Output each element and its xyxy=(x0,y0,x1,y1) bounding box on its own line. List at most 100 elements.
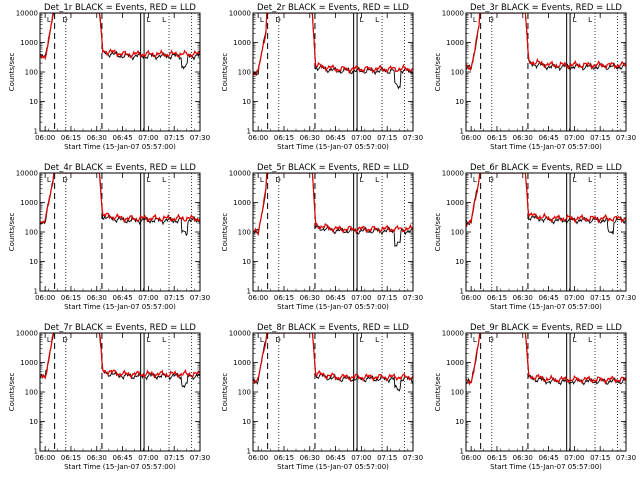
x-tick-label: 06:15 xyxy=(274,294,294,302)
panel-3: Det_3r BLACK = Events, RED = LLD L D L L 1 10 1… xyxy=(434,3,636,151)
x-tick-label: 06:45 xyxy=(538,454,558,462)
bracket-label: L xyxy=(147,176,151,184)
y-tick-label: 100 xyxy=(451,229,464,237)
x-axis-label: Start Time (15-Jan-07 05:57:00) xyxy=(64,303,176,311)
x-tick-label: 06:30 xyxy=(513,294,533,302)
y-tick-label: 1 xyxy=(34,128,38,136)
y-axis-label: Counts/sec xyxy=(434,373,442,412)
x-tick-label: 06:30 xyxy=(87,134,107,142)
x-tick-label: 06:45 xyxy=(325,294,345,302)
x-tick-label: 06:00 xyxy=(461,294,481,302)
bracket-label: L xyxy=(375,16,379,24)
x-tick-label: 07:15 xyxy=(590,134,610,142)
series-lld xyxy=(466,173,626,228)
bracket-label: L xyxy=(588,176,592,184)
x-tick-label: 07:00 xyxy=(564,134,584,142)
panel-title: Det_7r BLACK = Events, RED = LLD xyxy=(44,323,196,333)
bracket-label: L xyxy=(573,176,577,184)
y-tick-label: 1 xyxy=(247,128,251,136)
series-events xyxy=(466,13,626,72)
y-tick-label: 1 xyxy=(247,448,251,456)
x-tick-label: 07:30 xyxy=(190,454,210,462)
y-tick-label: 10000 xyxy=(16,10,38,18)
x-tick-label: 06:45 xyxy=(538,294,558,302)
bracket-label: L xyxy=(360,176,364,184)
y-tick-label: 10000 xyxy=(442,10,464,18)
bracket-label: L xyxy=(375,176,379,184)
y-tick-label: 1 xyxy=(247,288,251,296)
y-tick-label: 10000 xyxy=(16,170,38,178)
x-tick-label: 06:00 xyxy=(248,294,268,302)
bracket-label: L xyxy=(47,336,51,344)
x-tick-label: 07:00 xyxy=(351,134,371,142)
bracket-label: D xyxy=(275,336,280,344)
y-tick-label: 1000 xyxy=(20,359,38,367)
panel-title: Det_1r BLACK = Events, RED = LLD xyxy=(44,3,196,13)
x-tick-label: 07:15 xyxy=(377,294,397,302)
y-tick-label: 10 xyxy=(29,98,38,106)
bracket-label: L xyxy=(162,336,166,344)
x-tick-label: 06:15 xyxy=(274,134,294,142)
y-tick-label: 10000 xyxy=(16,330,38,338)
x-tick-label: 06:30 xyxy=(300,294,320,302)
panel-title: Det_4r BLACK = Events, RED = LLD xyxy=(44,163,196,173)
panel-4: Det_4r BLACK = Events, RED = LLD L D L L 1 10 1… xyxy=(8,163,210,311)
x-tick-label: 06:00 xyxy=(35,134,55,142)
y-tick-label: 1 xyxy=(460,128,464,136)
y-axis-label: Counts/sec xyxy=(8,373,16,412)
y-tick-label: 1 xyxy=(34,288,38,296)
panel-6: Det_6r BLACK = Events, RED = LLD L D L L 1 10 1… xyxy=(434,163,636,311)
x-tick-label: 07:15 xyxy=(164,454,184,462)
y-tick-label: 10 xyxy=(242,98,251,106)
y-axis-label: Counts/sec xyxy=(8,213,16,252)
plot-frame xyxy=(465,12,627,132)
bracket-label: D xyxy=(62,176,67,184)
bracket-label: L xyxy=(47,176,51,184)
panel-8: Det_8r BLACK = Events, RED = LLD L D L L 1 10 1… xyxy=(221,323,423,471)
series-events xyxy=(253,13,413,90)
x-tick-label: 06:00 xyxy=(461,134,481,142)
plot-frame xyxy=(39,332,201,452)
bracket-label: L xyxy=(260,176,264,184)
x-tick-label: 06:45 xyxy=(112,454,132,462)
panel-5: Det_5r BLACK = Events, RED = LLD L D L L 1 10 1… xyxy=(221,163,423,311)
x-tick-label: 07:15 xyxy=(590,454,610,462)
x-tick-label: 07:15 xyxy=(164,134,184,142)
y-tick-label: 10000 xyxy=(229,330,251,338)
series-lld xyxy=(253,333,413,385)
x-axis-label: Start Time (15-Jan-07 05:57:00) xyxy=(64,143,176,151)
series-lld xyxy=(466,333,626,386)
panel-title: Det_3r BLACK = Events, RED = LLD xyxy=(470,3,622,13)
y-tick-label: 1000 xyxy=(233,359,251,367)
y-tick-label: 100 xyxy=(25,69,38,77)
series-lld xyxy=(253,13,413,76)
x-tick-label: 06:45 xyxy=(538,134,558,142)
y-axis-label: Counts/sec xyxy=(8,53,16,92)
bracket-label: D xyxy=(488,176,493,184)
x-tick-label: 06:00 xyxy=(248,134,268,142)
y-tick-label: 10 xyxy=(455,418,464,426)
bracket-label: L xyxy=(473,336,477,344)
bracket-label: L xyxy=(47,16,51,24)
x-tick-label: 06:30 xyxy=(300,454,320,462)
y-tick-label: 1000 xyxy=(446,39,464,47)
y-tick-label: 100 xyxy=(451,389,464,397)
panel-title: Det_6r BLACK = Events, RED = LLD xyxy=(470,163,622,173)
x-tick-label: 06:00 xyxy=(248,454,268,462)
panel-9: Det_9r BLACK = Events, RED = LLD L D L L 1 10 1… xyxy=(434,323,636,471)
x-tick-label: 07:00 xyxy=(138,134,158,142)
x-tick-label: 06:45 xyxy=(325,454,345,462)
x-tick-label: 06:30 xyxy=(87,454,107,462)
panel-title: Det_5r BLACK = Events, RED = LLD xyxy=(257,163,409,173)
x-tick-label: 07:30 xyxy=(403,454,423,462)
y-tick-label: 10000 xyxy=(442,170,464,178)
plot-frame xyxy=(252,12,414,132)
y-tick-label: 10 xyxy=(242,258,251,266)
x-tick-label: 06:00 xyxy=(35,454,55,462)
y-axis-label: Counts/sec xyxy=(221,373,229,412)
x-tick-label: 07:30 xyxy=(403,294,423,302)
plot-frame xyxy=(465,172,627,292)
y-tick-label: 10 xyxy=(455,98,464,106)
series-lld xyxy=(40,333,200,380)
bracket-label: D xyxy=(62,336,67,344)
